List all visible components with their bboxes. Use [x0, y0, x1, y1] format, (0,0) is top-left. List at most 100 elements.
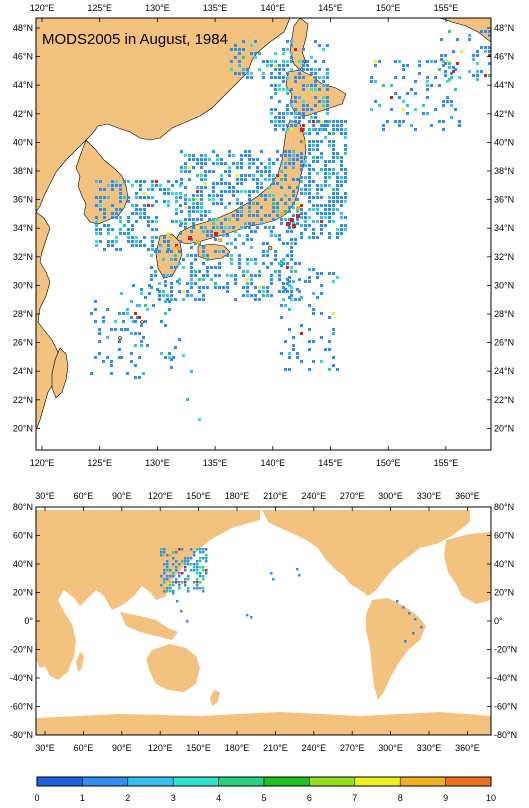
observation-cell — [318, 88, 321, 91]
observation-cell — [454, 88, 457, 91]
lon-tick-label-bottom: 30°E — [35, 743, 55, 753]
observation-cell — [160, 320, 163, 323]
observation-cell — [262, 254, 265, 257]
observation-cell — [328, 168, 331, 171]
observation-cell — [284, 340, 287, 343]
global-lat-axis: 80°N 80°N60°N 60°N40°N 40°N20°N 20°N0° 0°-20°… — [10, 502, 517, 740]
observation-cell — [442, 128, 445, 131]
observation-cell — [127, 232, 130, 235]
observation-cell — [292, 166, 295, 169]
observation-cell — [272, 226, 275, 229]
observation-cell — [99, 232, 102, 235]
colorbar-swatch — [127, 776, 174, 787]
observation-cell — [324, 204, 327, 207]
izu-island — [267, 245, 273, 251]
observation-cell — [94, 356, 97, 359]
observation-cell — [402, 76, 405, 79]
observation-cell — [260, 170, 263, 173]
observation-cell — [282, 76, 285, 79]
ryukyu-island — [140, 320, 144, 324]
observation-cell — [158, 282, 161, 285]
observation-cell — [214, 238, 217, 241]
observation-cell — [396, 600, 399, 603]
observation-cell — [234, 238, 237, 241]
observation-cell — [246, 278, 249, 281]
observation-cell — [160, 352, 163, 355]
observation-cell — [326, 120, 329, 123]
observation-cell — [304, 132, 307, 135]
observation-cell — [274, 116, 277, 119]
global-observation-layer — [160, 548, 423, 643]
observation-cell — [184, 566, 187, 569]
observation-cell — [134, 364, 137, 367]
observation-cell — [246, 262, 249, 265]
observation-cell — [224, 162, 227, 165]
observation-cell — [164, 300, 167, 303]
observation-cell — [294, 76, 297, 79]
observation-cell — [126, 308, 129, 311]
observation-cell — [228, 150, 231, 153]
observation-cell — [484, 30, 487, 33]
observation-cell — [115, 212, 118, 215]
observation-cell — [308, 368, 311, 371]
observation-cell — [167, 180, 170, 183]
observation-cell — [238, 64, 241, 67]
observation-cell — [111, 184, 114, 187]
observation-cell — [284, 162, 287, 165]
observation-cell — [336, 232, 339, 235]
observation-cell — [222, 234, 225, 237]
observation-cell — [426, 60, 429, 63]
observation-cell — [272, 198, 275, 201]
observation-cell — [294, 120, 297, 123]
observation-cell — [306, 64, 309, 67]
observation-cell — [398, 124, 401, 127]
observation-cell — [308, 224, 311, 227]
observation-cell — [204, 162, 207, 165]
lat-tick-label-left: 20°N — [13, 423, 33, 433]
observation-cell — [202, 298, 205, 301]
antarctica — [36, 712, 491, 735]
observation-cell — [304, 212, 307, 215]
observation-cell — [316, 212, 319, 215]
observation-cell — [120, 356, 123, 359]
observation-cell — [340, 132, 343, 135]
observation-cell — [206, 254, 209, 257]
observation-cell — [256, 210, 259, 213]
observation-cell — [300, 204, 303, 207]
observation-cell — [336, 228, 339, 231]
observation-cell — [158, 290, 161, 293]
observation-cell — [190, 282, 193, 285]
observation-cell — [422, 112, 425, 115]
observation-cell — [288, 198, 291, 201]
observation-cell — [99, 208, 102, 211]
observation-cell — [288, 276, 291, 279]
lat-tick-label-right: 22°N — [494, 395, 514, 405]
observation-cell — [272, 182, 275, 185]
observation-cell — [278, 290, 281, 293]
observation-cell — [182, 266, 185, 269]
observation-cell — [178, 548, 181, 551]
observation-cell — [414, 80, 417, 83]
observation-cell — [135, 208, 138, 211]
observation-cell — [111, 240, 114, 243]
observation-cell — [244, 190, 247, 193]
observation-cell — [290, 128, 293, 131]
observation-cell — [292, 162, 295, 165]
observation-cell — [200, 162, 203, 165]
lat-tick-label-left: 48°N — [13, 23, 33, 33]
observation-cell — [138, 332, 141, 335]
global-map-land — [36, 510, 491, 735]
observation-cell — [282, 60, 285, 63]
observation-cell — [135, 204, 138, 207]
observation-cell — [220, 222, 223, 225]
observation-cell — [181, 560, 184, 563]
observation-cell — [192, 158, 195, 161]
observation-cell — [246, 234, 249, 237]
observation-cell — [282, 112, 285, 115]
observation-cell — [288, 308, 291, 311]
observation-cell — [322, 76, 325, 79]
observation-cell — [336, 188, 339, 191]
observation-cell — [280, 304, 283, 307]
observation-cell — [190, 286, 193, 289]
observation-cell — [414, 618, 417, 621]
